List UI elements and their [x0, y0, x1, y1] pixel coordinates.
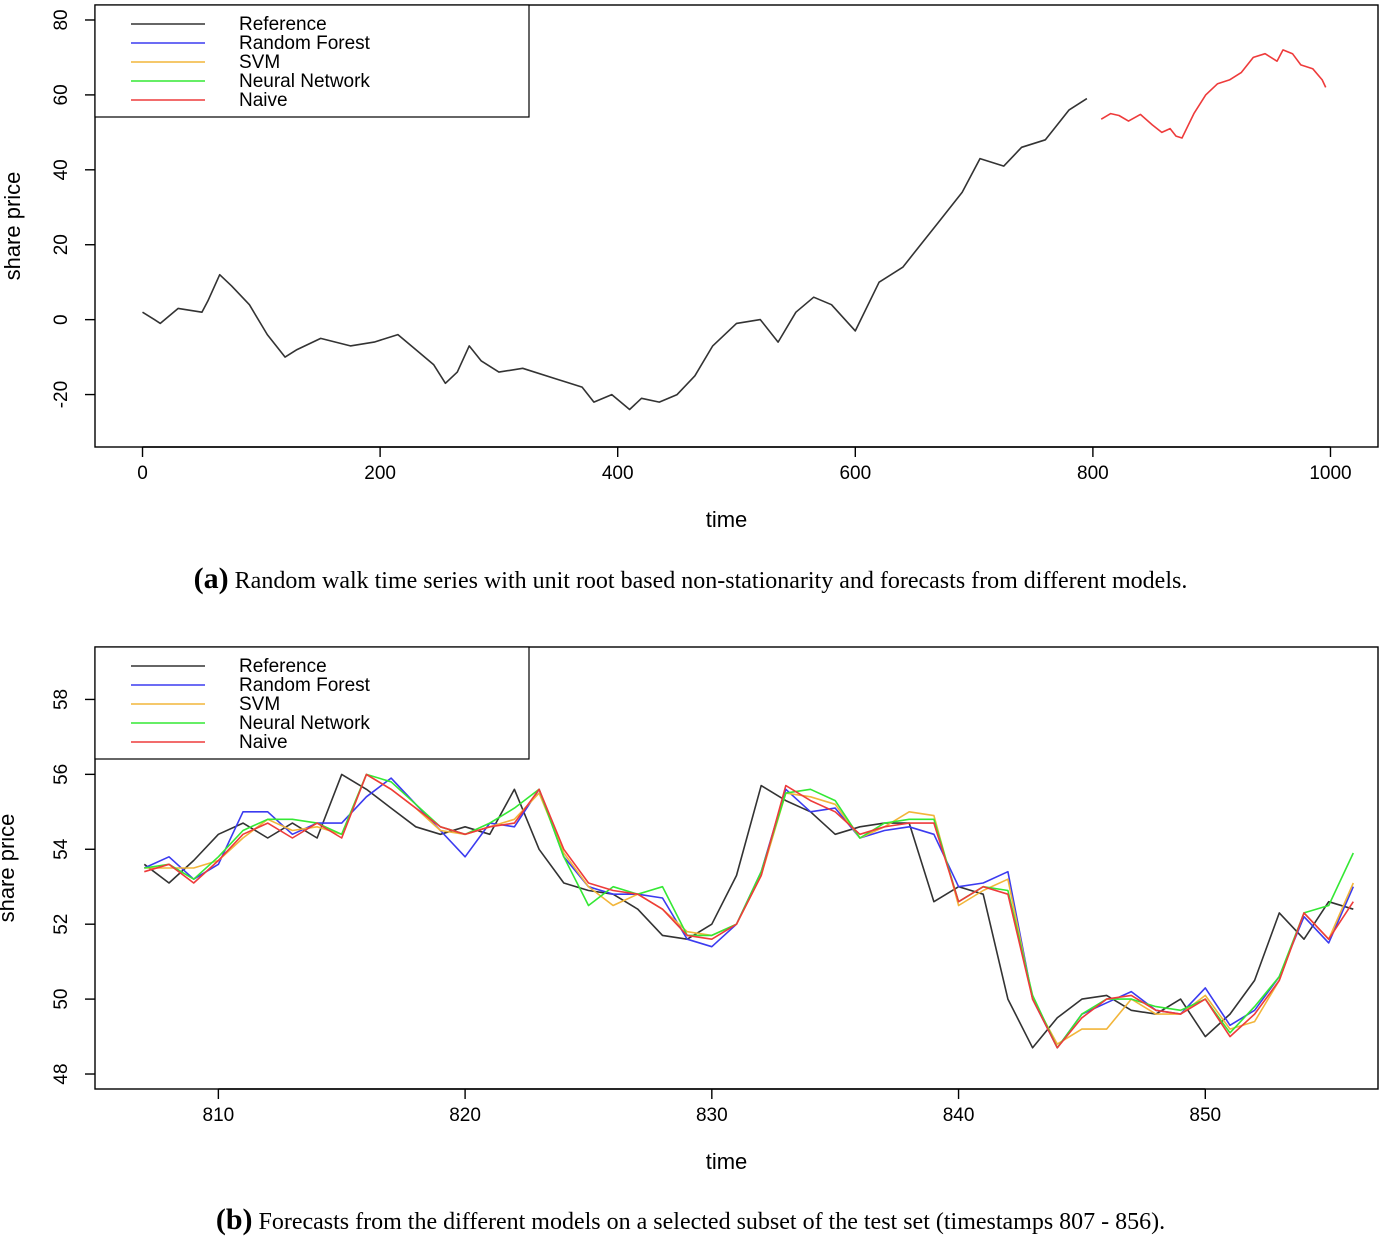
x-tick-label: 0: [137, 463, 148, 484]
x-axis-title: time: [706, 1149, 748, 1174]
legend-label-reference: Reference: [239, 656, 327, 677]
caption-b-text: Forecasts from the different models on a…: [258, 1209, 1166, 1235]
y-tick-label: 48: [51, 1063, 72, 1084]
y-axis-title: share price: [0, 172, 25, 281]
y-tick-label: 54: [51, 838, 72, 860]
y-tick-label: 80: [51, 9, 72, 30]
y-tick-label: 0: [51, 314, 72, 325]
caption-b-tag: (b): [215, 1203, 253, 1236]
legend-label-svm: SVM: [239, 52, 280, 73]
legend-label-neural-network: Neural Network: [239, 713, 370, 734]
legend-label-naive: Naive: [239, 90, 288, 111]
y-tick-label: 60: [51, 84, 72, 105]
x-tick-label: 830: [696, 1105, 728, 1126]
caption-a-tag: (a): [193, 562, 229, 595]
y-tick-label: -20: [51, 381, 72, 408]
legend-label-neural-network: Neural Network: [239, 71, 370, 92]
series-line-neural-network: [144, 773, 1355, 1049]
caption-b: (b) Forecasts from the different models …: [0, 1203, 1381, 1237]
caption-a: (a) Random walk time series with unit ro…: [0, 562, 1381, 596]
x-tick-label: 820: [449, 1105, 481, 1126]
x-tick-label: 840: [943, 1105, 975, 1126]
legend-label-naive: Naive: [239, 732, 288, 753]
y-tick-label: 56: [51, 764, 72, 785]
legend-label-random-forest: Random Forest: [239, 33, 371, 54]
x-tick-label: 600: [839, 463, 871, 484]
chart-b: 810 820 830 840 850 48 50 52 54 56 58 time share pri…: [0, 646, 1379, 1174]
x-tick-label: 400: [602, 463, 634, 484]
x-tick-label: 850: [1189, 1105, 1221, 1126]
x-tick-label: 1000: [1309, 463, 1351, 484]
legend-label-reference: Reference: [239, 14, 327, 35]
y-tick-label: 58: [51, 689, 72, 710]
y-tick-label: 50: [51, 989, 72, 1010]
y-tick-label: 20: [51, 234, 72, 255]
x-tick-label: 200: [364, 463, 396, 484]
plot-area: 810 820 830 840 850 48 50 52 54 56 58 time share pri…: [0, 646, 1379, 1174]
series-line-random-forest: [143, 777, 1355, 1049]
series-line-naive: [1100, 49, 1327, 139]
y-tick-label: 40: [51, 159, 72, 180]
x-tick-label: 810: [203, 1105, 235, 1126]
series-line-reference: [142, 97, 1088, 411]
series-line-reference: [143, 773, 1354, 1049]
y-tick-label: 52: [51, 914, 72, 935]
series-line-naive: [144, 773, 1354, 1049]
x-axis-title: time: [706, 507, 748, 532]
chart-a: 0 200 400 600 800 1000 -20 0 20 40 60 80 time share p…: [0, 4, 1379, 532]
plot-area: 0 200 400 600 800 1000 -20 0 20 40 60 80 time share p…: [0, 4, 1379, 532]
legend-label-random-forest: Random Forest: [239, 675, 371, 696]
caption-a-text: Random walk time series with unit root b…: [234, 568, 1188, 594]
y-axis-title: share price: [0, 814, 19, 923]
legend-label-svm: SVM: [239, 694, 280, 715]
x-tick-label: 800: [1077, 463, 1109, 484]
